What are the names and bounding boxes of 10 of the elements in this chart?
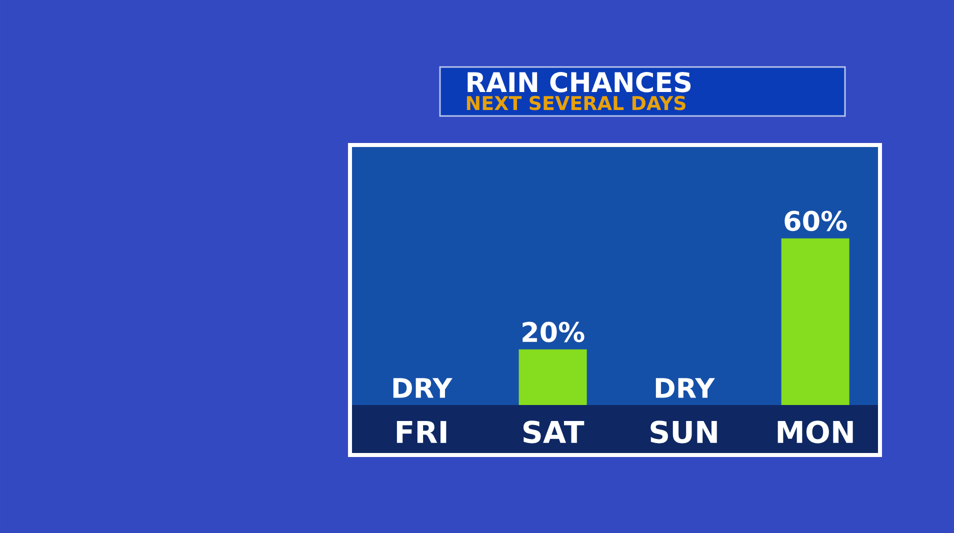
x-tick-label: FRI <box>396 421 446 443</box>
data-label: 60% <box>784 210 847 232</box>
x-tick-label: SAT <box>524 420 584 444</box>
data-label: DRY <box>656 378 715 398</box>
chart-title: RAIN CHANCES <box>468 72 691 92</box>
chart-subtitle: NEXT SEVERAL DAYS <box>466 96 686 110</box>
x-tick-label: MON <box>778 420 853 444</box>
x-tick-label: SUN <box>650 420 717 444</box>
data-label: 20% <box>522 322 584 342</box>
data-label: DRY <box>393 378 452 398</box>
